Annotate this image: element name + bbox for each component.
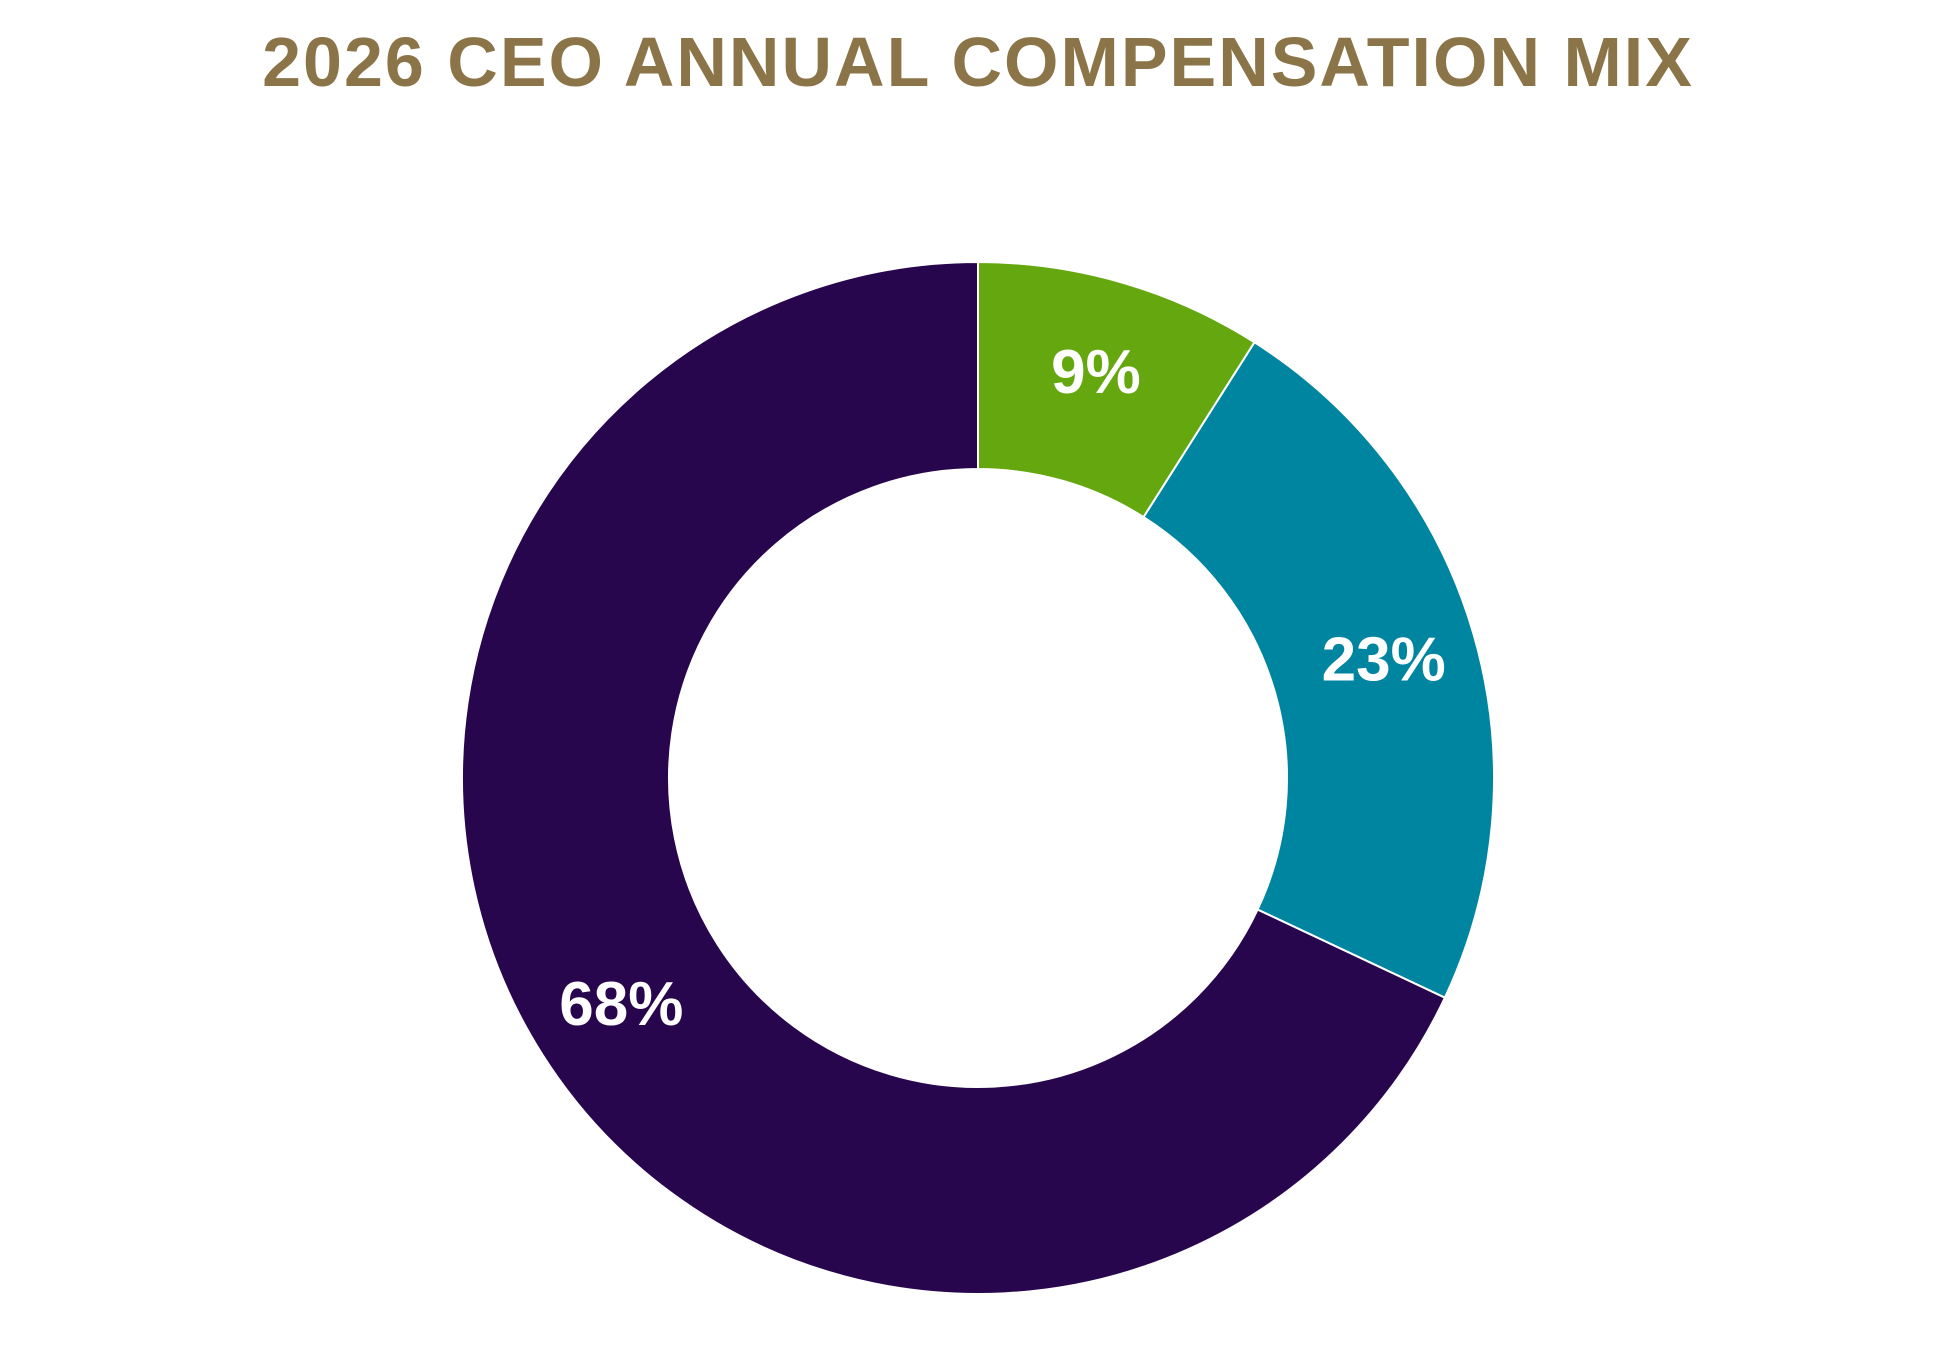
donut-slice-2 (1142, 340, 1495, 1000)
donut-slice-label-1: 9% (1051, 338, 1141, 407)
donut-slice-3 (460, 260, 1447, 1295)
donut-slice-label-3: 68% (559, 970, 683, 1039)
donut-labels: 9% 23% 68% (559, 338, 1445, 1039)
donut-slices (460, 260, 1495, 1295)
donut-slice-label-2: 23% (1322, 626, 1446, 695)
chart-title: 2026 CEO ANNUAL COMPENSATION MIX (262, 23, 1694, 101)
